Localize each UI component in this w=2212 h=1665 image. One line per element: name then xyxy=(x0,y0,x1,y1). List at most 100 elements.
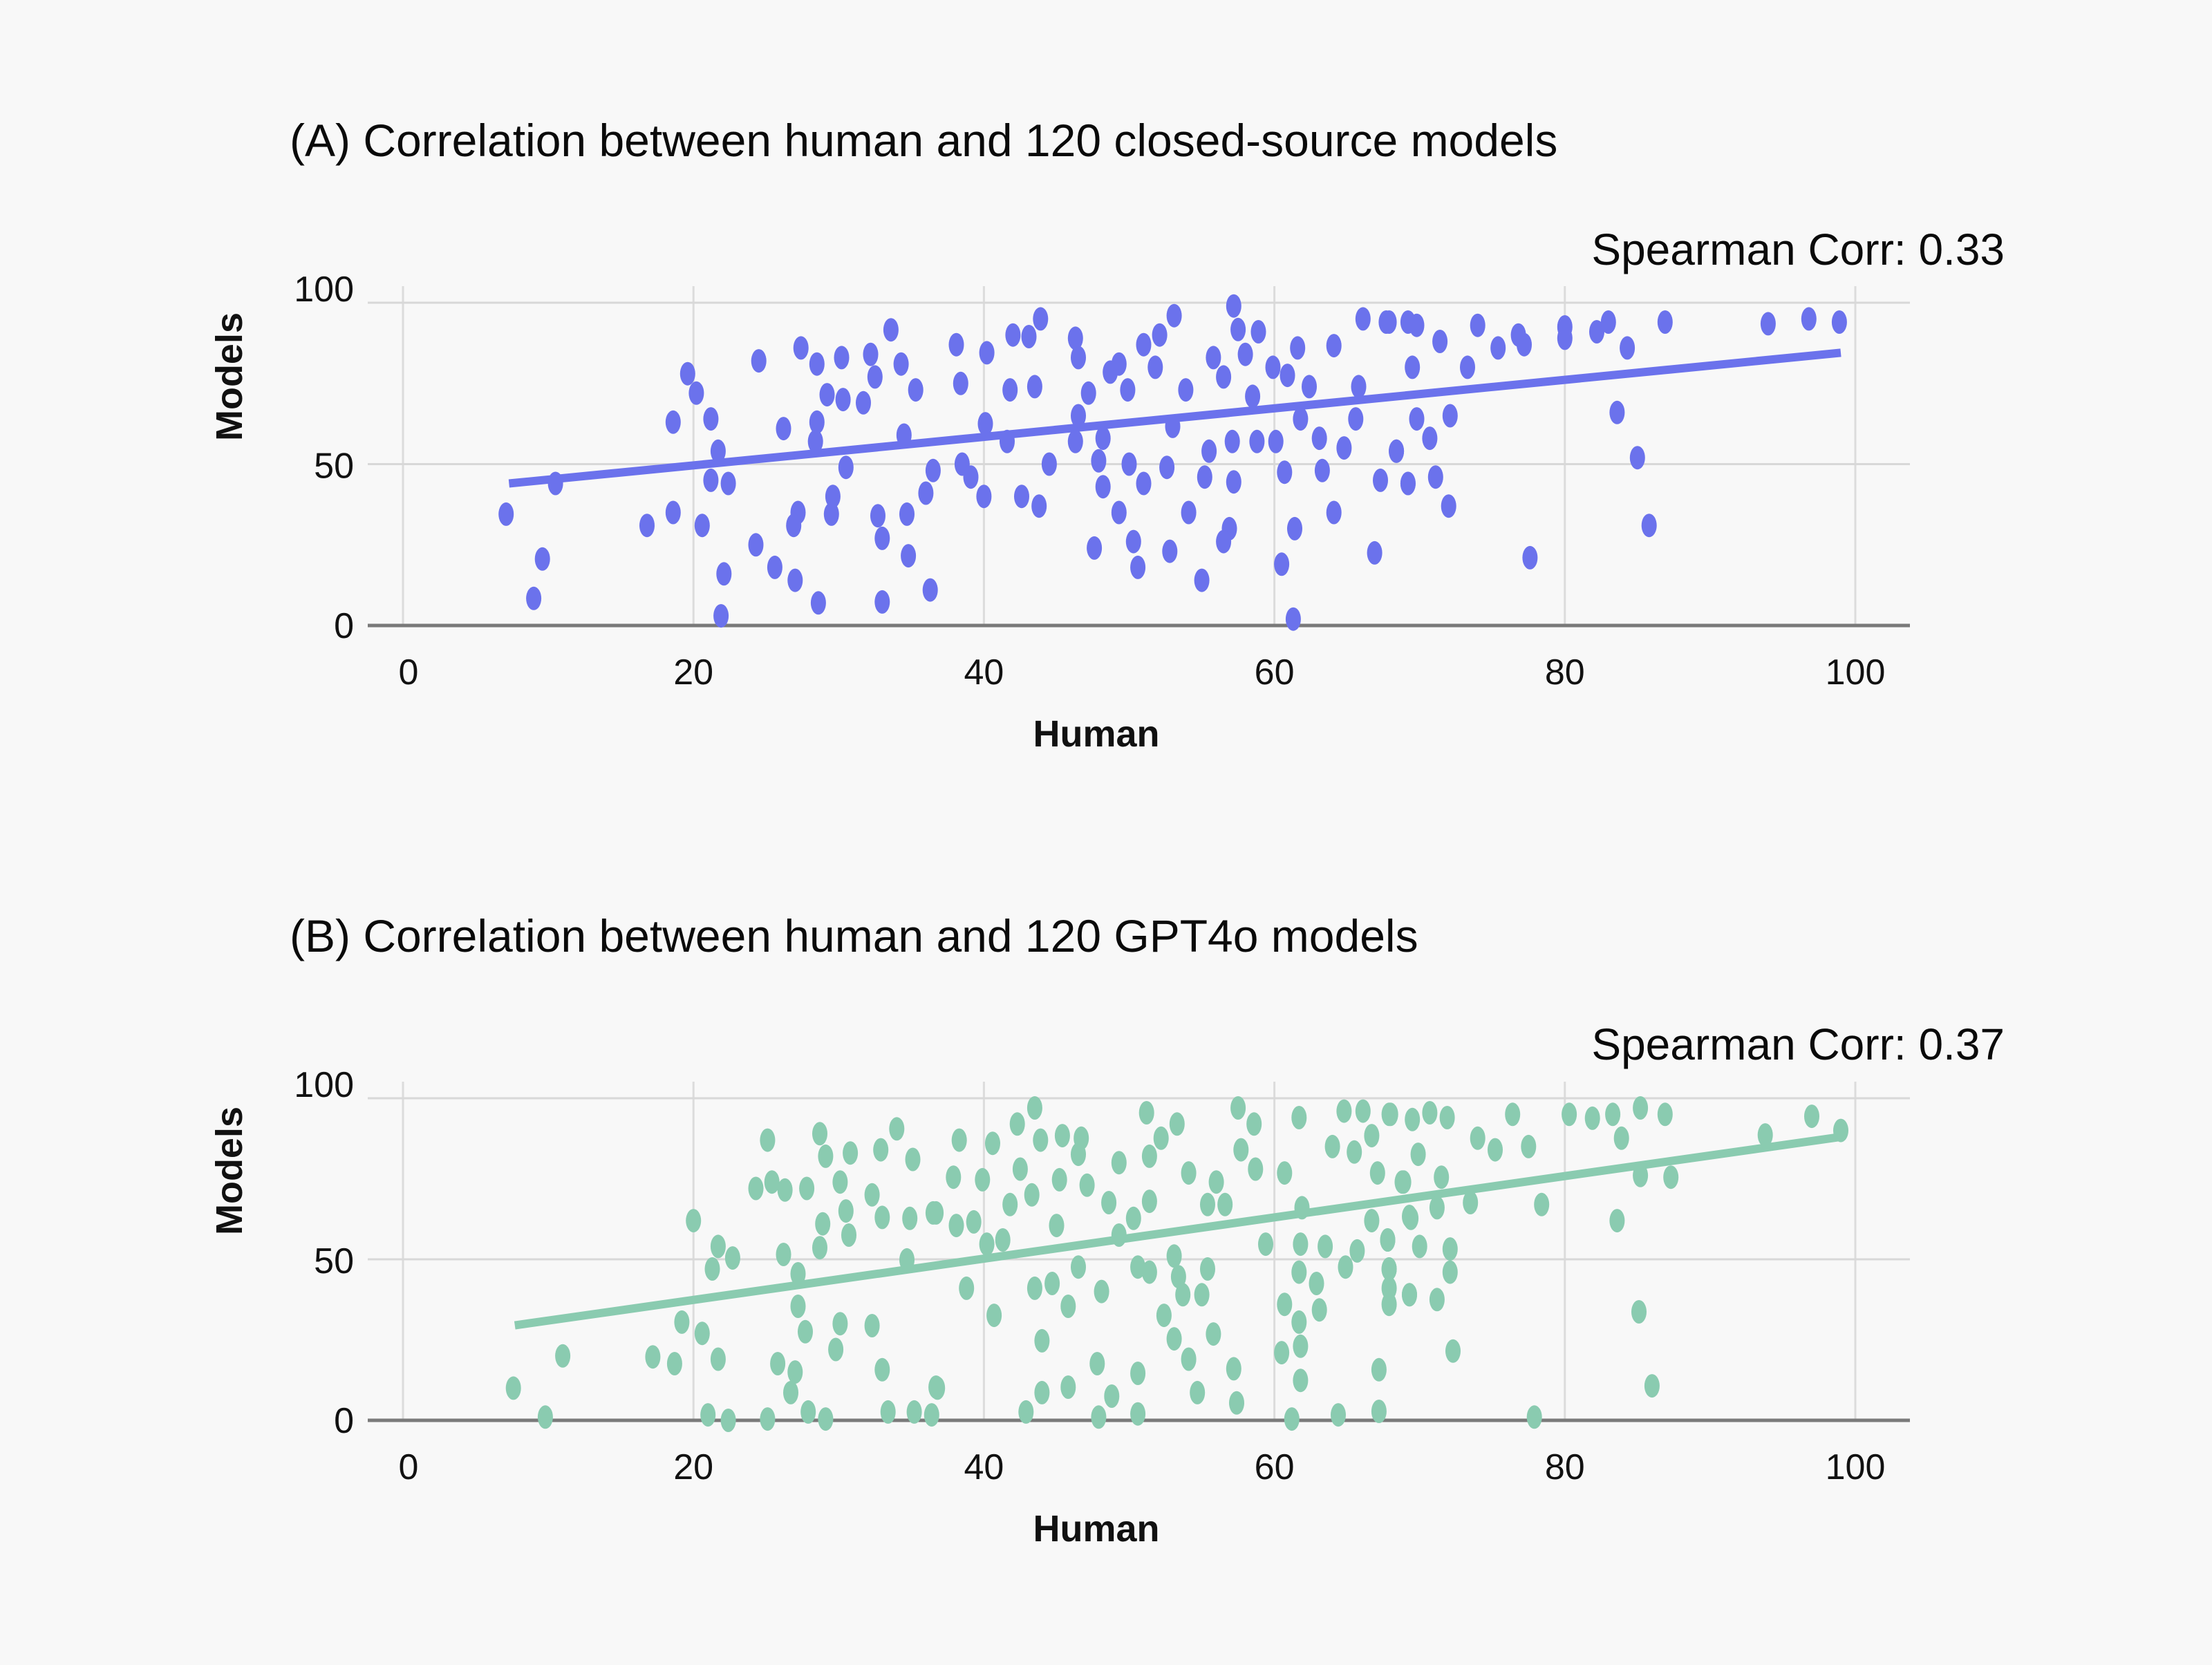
panel-a-data-point xyxy=(534,547,550,571)
panel-b-data-point xyxy=(1130,1402,1146,1426)
panel-a-data-point xyxy=(948,332,964,357)
panel-a-data-point xyxy=(1159,455,1175,480)
panel-b-data-point xyxy=(1434,1165,1450,1189)
panel-a-y-axis-label: Models xyxy=(209,312,250,441)
panel-a-data-point xyxy=(896,423,912,447)
panel-a-data-point xyxy=(1041,452,1057,476)
panel-b-data-point xyxy=(838,1199,854,1223)
panel-a-data-point xyxy=(1201,439,1217,463)
panel-b-data-point xyxy=(790,1295,806,1318)
panel-b-data-point xyxy=(1381,1292,1397,1317)
panel-b-data-point xyxy=(1034,1380,1050,1404)
panel-b-x-tick-label: 100 xyxy=(1826,1447,1886,1487)
panel-b-data-point xyxy=(555,1344,571,1368)
panel-b-data-point xyxy=(760,1407,776,1431)
panel-a-data-point xyxy=(1326,500,1342,525)
panel-a-data-point xyxy=(1226,470,1241,494)
panel-b-data-point xyxy=(966,1210,982,1234)
panel-b-data-point xyxy=(1364,1209,1380,1233)
panel-b-spearman-annotation: Spearman Corr: 0.37 xyxy=(1591,1019,2005,1069)
panel-b-data-point xyxy=(1284,1407,1300,1431)
panel-b-data-point xyxy=(1609,1209,1625,1233)
panel-b-data-point xyxy=(889,1117,905,1141)
panel-a-data-point xyxy=(793,336,809,360)
panel-b-data-point xyxy=(1181,1161,1197,1185)
panel-b-data-point xyxy=(1206,1322,1221,1346)
panel-b-data-point xyxy=(1336,1099,1352,1123)
panel-a-data-point xyxy=(1197,465,1212,489)
panel-b-data-point xyxy=(985,1131,1000,1156)
panel-a-data-point xyxy=(977,412,993,436)
panel-a-data-point xyxy=(1111,352,1127,376)
panel-a-data-point xyxy=(1831,310,1847,334)
panel-b-data-point xyxy=(1381,1257,1397,1281)
panel-b-data-point xyxy=(1644,1374,1660,1398)
panel-a-data-point xyxy=(1147,355,1163,379)
panel-b-data-point xyxy=(1230,1096,1246,1120)
panel-a-data-point xyxy=(809,410,825,434)
panel-b-data-point xyxy=(1051,1167,1067,1192)
panel-a-data-point xyxy=(1005,323,1021,347)
panel-a-title: (A) Correlation between human and 120 cl… xyxy=(290,115,1557,166)
panel-b-data-point xyxy=(928,1201,944,1225)
panel-a-data-point xyxy=(1245,384,1261,408)
panel-b-data-point xyxy=(843,1141,859,1165)
panel-b-points xyxy=(505,1096,1848,1432)
panel-b-y-axis-label: Models xyxy=(209,1107,250,1235)
panel-a-data-point xyxy=(1130,555,1146,579)
panel-a-data-point xyxy=(1760,312,1776,336)
panel-a-data-point xyxy=(1031,494,1047,518)
panel-b-data-point xyxy=(1369,1161,1385,1185)
panel-b-trendline xyxy=(514,1132,1841,1330)
panel-b-data-point xyxy=(1605,1102,1621,1127)
panel-b-data-point xyxy=(959,1276,975,1300)
panel-b-data-point xyxy=(686,1209,702,1233)
panel-b-data-point xyxy=(1194,1283,1210,1307)
panel-a-data-point xyxy=(1302,375,1317,399)
panel-a-data-point xyxy=(1280,364,1295,388)
panel-a-data-point xyxy=(1381,310,1397,334)
panel-b-data-point xyxy=(906,1400,922,1424)
panel-a-x-tick-label: 80 xyxy=(1545,652,1585,693)
panel-a-data-point xyxy=(1071,404,1086,428)
panel-a-data-point xyxy=(498,502,514,526)
panel-b-x-axis-label: Human xyxy=(1033,1508,1159,1550)
panel-a-y-tick-label: 0 xyxy=(334,606,354,646)
panel-b-data-point xyxy=(710,1347,726,1371)
panel-a-data-point xyxy=(1206,346,1221,370)
panel-b-x-tick-label: 40 xyxy=(964,1447,1004,1487)
panel-b-data-point xyxy=(1190,1380,1206,1404)
panel-a-data-point xyxy=(1609,400,1625,424)
panel-a-data-point xyxy=(1237,342,1253,366)
panel-a-data-point xyxy=(1152,323,1168,347)
panel-a-data-point xyxy=(767,555,782,579)
panel-b: (B) Correlation between human and 120 GP… xyxy=(209,910,2005,1550)
panel-b-data-point xyxy=(1060,1295,1076,1318)
panel-b-data-point xyxy=(704,1257,720,1281)
panel-a-x-tick-label: 40 xyxy=(964,652,1004,693)
panel-a-data-point xyxy=(1249,429,1265,453)
panel-a-data-point xyxy=(1355,307,1371,331)
panel-b-data-point xyxy=(1089,1352,1105,1375)
panel-b-data-point xyxy=(1104,1384,1120,1408)
panel-b-data-point xyxy=(1125,1206,1141,1230)
panel-b-data-point xyxy=(1394,1170,1410,1194)
panel-a-ticks: 0 20 40 60 80 100 0 50 100 xyxy=(294,270,1885,693)
panel-a-data-point xyxy=(1178,378,1194,402)
panel-b-data-point xyxy=(760,1128,776,1152)
panel-a-data-point xyxy=(720,471,736,496)
panel-b-data-point xyxy=(1071,1142,1086,1167)
panel-a-data-point xyxy=(1091,449,1107,473)
panel-b-data-point xyxy=(880,1400,896,1424)
panel-b-ticks: 0 20 40 60 80 100 0 50 100 xyxy=(294,1065,1885,1487)
panel-b-x-tick-label: 0 xyxy=(399,1447,419,1487)
panel-a-data-point xyxy=(1095,475,1111,499)
panel-a-data-point xyxy=(825,485,841,509)
panel-a-data-point xyxy=(867,365,883,389)
panel-a-data-point xyxy=(925,458,941,482)
panel-b-data-point xyxy=(828,1337,844,1362)
panel-a-data-point xyxy=(1274,552,1290,576)
panel-b-data-point xyxy=(1631,1300,1647,1324)
panel-b-data-point xyxy=(1534,1192,1550,1216)
